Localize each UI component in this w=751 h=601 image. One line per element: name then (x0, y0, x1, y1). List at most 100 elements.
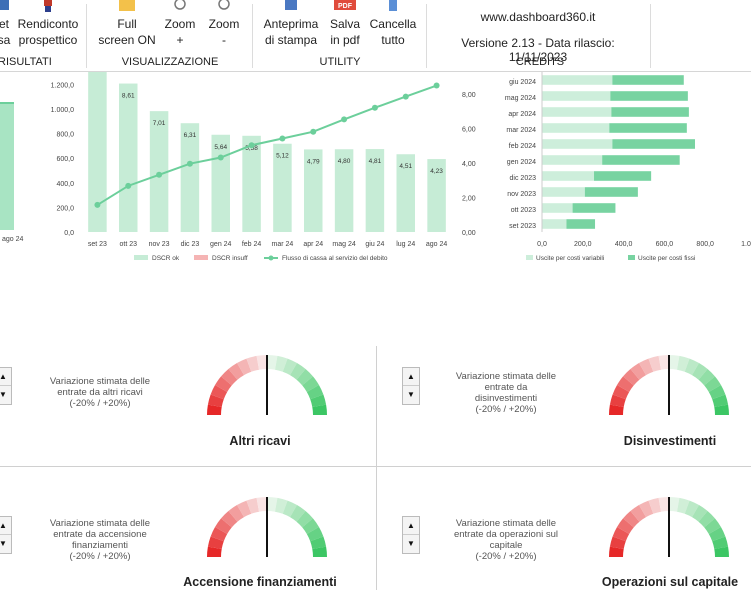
gauge-segment (290, 505, 306, 522)
y-right-tick-label: 8,00 (462, 92, 476, 99)
spinner-down-icon[interactable]: ▼ (407, 539, 415, 548)
gauge-description-line: disinvestimenti (474, 393, 538, 404)
spinner-down-icon[interactable]: ▼ (0, 539, 7, 548)
cashflow-point (156, 171, 163, 178)
group-label-risultati: RISULTATI (0, 56, 52, 68)
gauge-spinner[interactable]: ▲ ▼ (0, 367, 12, 405)
gauge-title: Operazioni sul capitale (601, 575, 739, 589)
y-left-tick-label: 1.200,0 (51, 82, 74, 89)
gauge-segment (210, 385, 228, 400)
gauge-segment (290, 363, 306, 380)
dscr-bar (365, 149, 385, 232)
save-pdf-button[interactable]: PDF Salva in pdf (326, 0, 364, 48)
x-tick-label: 200,0 (574, 241, 592, 248)
full-screen-button[interactable]: Full screen ON (96, 0, 158, 48)
panel-divider-v (376, 346, 377, 590)
variable-cost-bar (542, 219, 567, 229)
gauge-segment (207, 546, 222, 557)
gauge-segment (676, 355, 690, 372)
variable-cost-bar (542, 91, 611, 101)
spinner-up-icon[interactable]: ▲ (403, 368, 419, 386)
gauge-segment (256, 497, 267, 512)
zoom-out-button[interactable]: Zoom - (204, 0, 244, 48)
gauge-description-line: Variazione stimata delle (49, 376, 151, 387)
spinner-up-icon[interactable]: ▲ (403, 517, 419, 535)
legend-label: DSCR ok (152, 255, 180, 262)
magnifier-plus-icon (160, 0, 200, 14)
legend-swatch-fixed (628, 255, 635, 260)
y-tick-label: set 2023 (509, 223, 536, 230)
cashflow-point (371, 104, 378, 111)
doc-icon (0, 0, 12, 14)
x-tick-label: mag 24 (332, 241, 355, 248)
x-tick-label: 400,0 (615, 241, 633, 248)
y-left-tick-label: 800,0 (56, 132, 74, 139)
gauge-segment (684, 358, 699, 376)
gauge-segment (274, 355, 288, 372)
variable-cost-bar (542, 139, 613, 149)
spinner-down-icon[interactable]: ▼ (0, 390, 7, 399)
x-tick-label: apr 24 (303, 241, 323, 248)
costs-chart: giu 2024 mag 2024 apr 2024 mar 2024 feb 2024… (505, 72, 751, 262)
x-tick-label: feb 24 (242, 241, 262, 248)
gauge-segment (669, 497, 680, 512)
y-right-tick-label: 6,00 (462, 127, 476, 134)
gauge-title: Accensione finanziamenti (183, 575, 337, 589)
x-tick-label: ott 23 (119, 241, 137, 248)
gauge-segment (617, 518, 634, 534)
variable-cost-bar (542, 75, 613, 85)
gauge-spinner[interactable]: ▲ ▼ (402, 367, 420, 405)
gauge-dial (207, 355, 327, 415)
gauge-segment (282, 500, 297, 518)
clear-all-button[interactable]: Cancella tutto (366, 0, 420, 48)
cashflow-point (186, 160, 193, 167)
dscr-bar-label: 5,64 (214, 144, 227, 151)
gauge-dial (207, 497, 327, 557)
gauge-spinner[interactable]: ▲ ▼ (0, 516, 12, 554)
cashflow-point (125, 182, 132, 189)
pdf-icon: PDF (326, 0, 364, 14)
spinner-up-icon[interactable]: ▲ (0, 517, 11, 535)
legend-swatch-variable (526, 255, 533, 260)
cashflow-point (341, 116, 348, 123)
panel-divider-h (0, 466, 751, 467)
rendiconto-button[interactable]: Rendiconto prospettico (16, 0, 80, 48)
separator (86, 4, 87, 68)
spinner-down-icon[interactable]: ▼ (407, 390, 415, 399)
gauge-segment (714, 546, 729, 557)
gauge-segment (228, 505, 244, 522)
group-label-visualizzazione: VISUALIZZAZIONE (121, 56, 219, 68)
dscr-bar (304, 149, 323, 232)
gauge-description-line: entrate da (484, 382, 528, 393)
x-tick-label: 0,0 (537, 241, 547, 248)
left-cut-button[interactable]: et sa (0, 0, 12, 48)
dscr-bar (88, 72, 107, 232)
dscr-bar (396, 154, 415, 232)
cashflow-point (94, 201, 101, 208)
x-tick-label: set 23 (88, 241, 107, 248)
zoom-in-button[interactable]: Zoom + (160, 0, 200, 48)
x-tick-label: gen 24 (210, 241, 232, 248)
dscr-bar-label: 6,31 (184, 132, 197, 139)
gauge-segment (609, 404, 624, 415)
gauge-segment (708, 385, 726, 400)
y-left-tick-label: 600,0 (56, 156, 74, 163)
spinner-up-icon[interactable]: ▲ (0, 368, 11, 386)
dscr-bar (273, 143, 292, 232)
x-tick-label: 1.0 (741, 241, 751, 248)
gauge-description-line: Variazione stimata delle (49, 518, 151, 529)
variable-cost-bar (542, 171, 595, 181)
print-preview-button[interactable]: Anteprima di stampa (260, 0, 322, 48)
fixed-cost-bar (572, 203, 616, 213)
y-left-tick-label: 1.000,0 (51, 107, 74, 114)
gauge-segment (704, 376, 721, 392)
credits-version: Versione 2.13 - Data rilascio: 11/11/202… (461, 36, 615, 64)
legend-label: Uscite per costi fissi (638, 255, 695, 262)
gauge-segment (312, 546, 327, 557)
gauge-segment (207, 536, 224, 550)
gauge-segment (712, 394, 729, 408)
legend-swatch-point (268, 255, 274, 261)
gauge-spinner[interactable]: ▲ ▼ (402, 516, 420, 554)
gauge-segment (221, 369, 238, 386)
gauge-segment (658, 355, 669, 370)
